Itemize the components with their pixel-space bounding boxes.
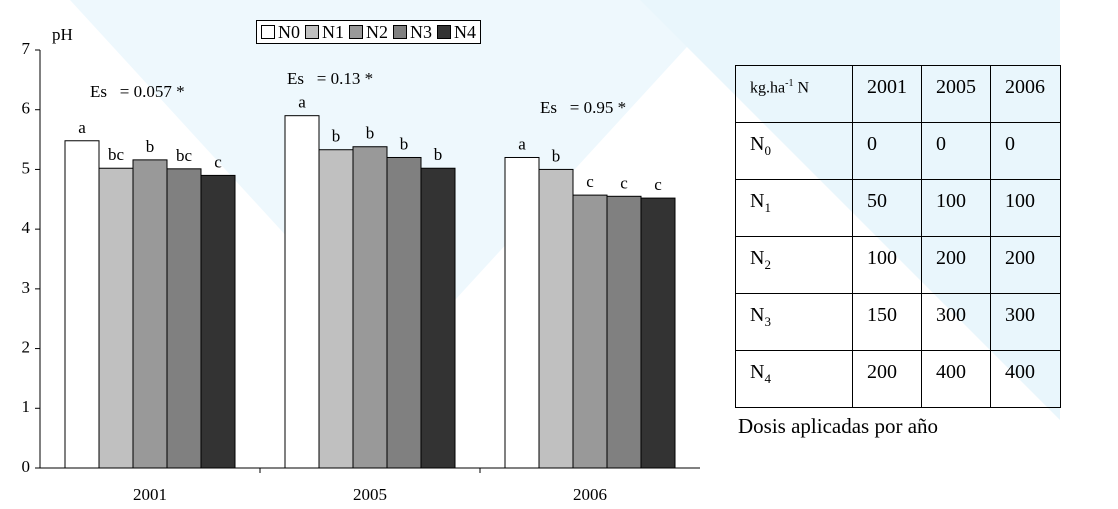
significance-annotation: Es = 0.057 * — [90, 82, 185, 101]
dose-table-cell: 200 — [852, 350, 922, 408]
bar-letter-label: c — [654, 175, 662, 194]
legend-item-n1: N1 — [305, 22, 344, 43]
bar-letter-label: b — [146, 137, 155, 156]
bar-letter-label: b — [552, 146, 561, 165]
y-tick-label: 7 — [22, 39, 31, 58]
bar — [98, 167, 134, 469]
x-tick-label: 2005 — [353, 485, 387, 504]
legend-label-n0: N0 — [278, 21, 300, 42]
bar — [420, 167, 456, 469]
legend-swatch-n4 — [437, 25, 451, 39]
dose-table-cell: 400 — [921, 350, 991, 408]
bar — [606, 195, 642, 469]
dose-table-cell: 0 — [921, 122, 991, 180]
legend-item-n2: N2 — [349, 22, 388, 43]
dose-table-cell: 100 — [921, 179, 991, 237]
bar-letter-label: a — [298, 93, 306, 112]
dose-table-cell: 200 — [990, 236, 1061, 294]
legend-swatch-n3 — [393, 25, 407, 39]
dose-table-cell: 300 — [990, 293, 1061, 351]
y-tick-label: 0 — [22, 457, 31, 476]
bar-letter-label: bc — [176, 146, 193, 165]
bar — [200, 174, 236, 469]
bar-letter-label: c — [620, 173, 628, 192]
dose-table-row: N3 150 300 300 — [735, 293, 1061, 351]
dose-table-row: N0 0 0 0 — [735, 122, 1061, 180]
bar — [132, 159, 168, 469]
x-tick-label: 2006 — [573, 485, 607, 504]
dose-table-treatment: N3 — [735, 293, 853, 351]
bar-letter-label: a — [518, 134, 526, 153]
chart-legend: N0 N1 N2 N3 N4 — [256, 20, 481, 44]
bar — [538, 168, 574, 469]
dose-table: kg.ha-1 N 2001 2005 2006 N0 0 0 0 N1 50 … — [735, 65, 1061, 408]
dose-table-header-2006: 2006 — [990, 65, 1061, 123]
bar-letter-label: a — [78, 118, 86, 137]
y-tick-label: 3 — [22, 278, 31, 297]
significance-annotation: Es = 0.95 * — [540, 98, 626, 117]
bar — [318, 149, 354, 469]
legend-item-n4: N4 — [437, 22, 476, 43]
legend-swatch-n0 — [261, 25, 275, 39]
y-tick-label: 2 — [22, 337, 31, 356]
dose-table-cell: 100 — [990, 179, 1061, 237]
legend-label-n4: N4 — [454, 21, 476, 42]
dose-table-caption: Dosis aplicadas por año — [738, 414, 939, 438]
bar-letter-label: bc — [108, 145, 125, 164]
dose-table-cell: 50 — [852, 179, 922, 237]
bar-letter-label: b — [434, 145, 443, 164]
bar — [572, 194, 608, 469]
y-axis-title: pH — [52, 25, 73, 44]
dose-table-cell: 300 — [921, 293, 991, 351]
x-tick-label: 2001 — [133, 485, 167, 504]
dose-table-treatment: N2 — [735, 236, 853, 294]
bar-letter-label: c — [586, 172, 594, 191]
dose-table-cell: 100 — [852, 236, 922, 294]
y-tick-label: 4 — [22, 218, 31, 237]
legend-item-n3: N3 — [393, 22, 432, 43]
dose-table-row: N1 50 100 100 — [735, 179, 1061, 237]
dose-table-cell: 200 — [921, 236, 991, 294]
dose-table-header-2005: 2005 — [921, 65, 991, 123]
bar — [284, 115, 320, 469]
significance-annotation: Es = 0.13 * — [287, 69, 373, 88]
legend-item-n0: N0 — [261, 22, 300, 43]
bar-letter-label: b — [366, 124, 375, 143]
dose-table-treatment: N4 — [735, 350, 853, 408]
y-tick-label: 5 — [22, 158, 31, 177]
dose-table-treatment: N1 — [735, 179, 853, 237]
bar — [640, 197, 676, 469]
dose-table-cell: 0 — [990, 122, 1061, 180]
dose-table-header-row: kg.ha-1 N 2001 2005 2006 — [735, 65, 1061, 123]
bar-letter-label: b — [400, 134, 409, 153]
dose-table-header-unit: kg.ha-1 N — [735, 65, 853, 123]
bar-letter-label: c — [214, 152, 222, 171]
bar — [64, 140, 100, 469]
legend-swatch-n2 — [349, 25, 363, 39]
legend-label-n2: N2 — [366, 21, 388, 42]
bar — [352, 146, 388, 469]
legend-label-n1: N1 — [322, 21, 344, 42]
dose-table-cell: 400 — [990, 350, 1061, 408]
dose-table-header-2001: 2001 — [852, 65, 922, 123]
bar — [504, 156, 540, 469]
dose-table-cell: 150 — [852, 293, 922, 351]
bar — [386, 156, 422, 469]
bar-letter-label: b — [332, 127, 341, 146]
bar — [166, 168, 202, 469]
y-tick-label: 1 — [22, 397, 31, 416]
dose-table-cell: 0 — [852, 122, 922, 180]
dose-table-row: N2 100 200 200 — [735, 236, 1061, 294]
legend-swatch-n1 — [305, 25, 319, 39]
dose-table-row: N4 200 400 400 — [735, 350, 1061, 408]
y-tick-label: 6 — [22, 99, 31, 118]
dose-table-treatment: N0 — [735, 122, 853, 180]
legend-label-n3: N3 — [410, 21, 432, 42]
